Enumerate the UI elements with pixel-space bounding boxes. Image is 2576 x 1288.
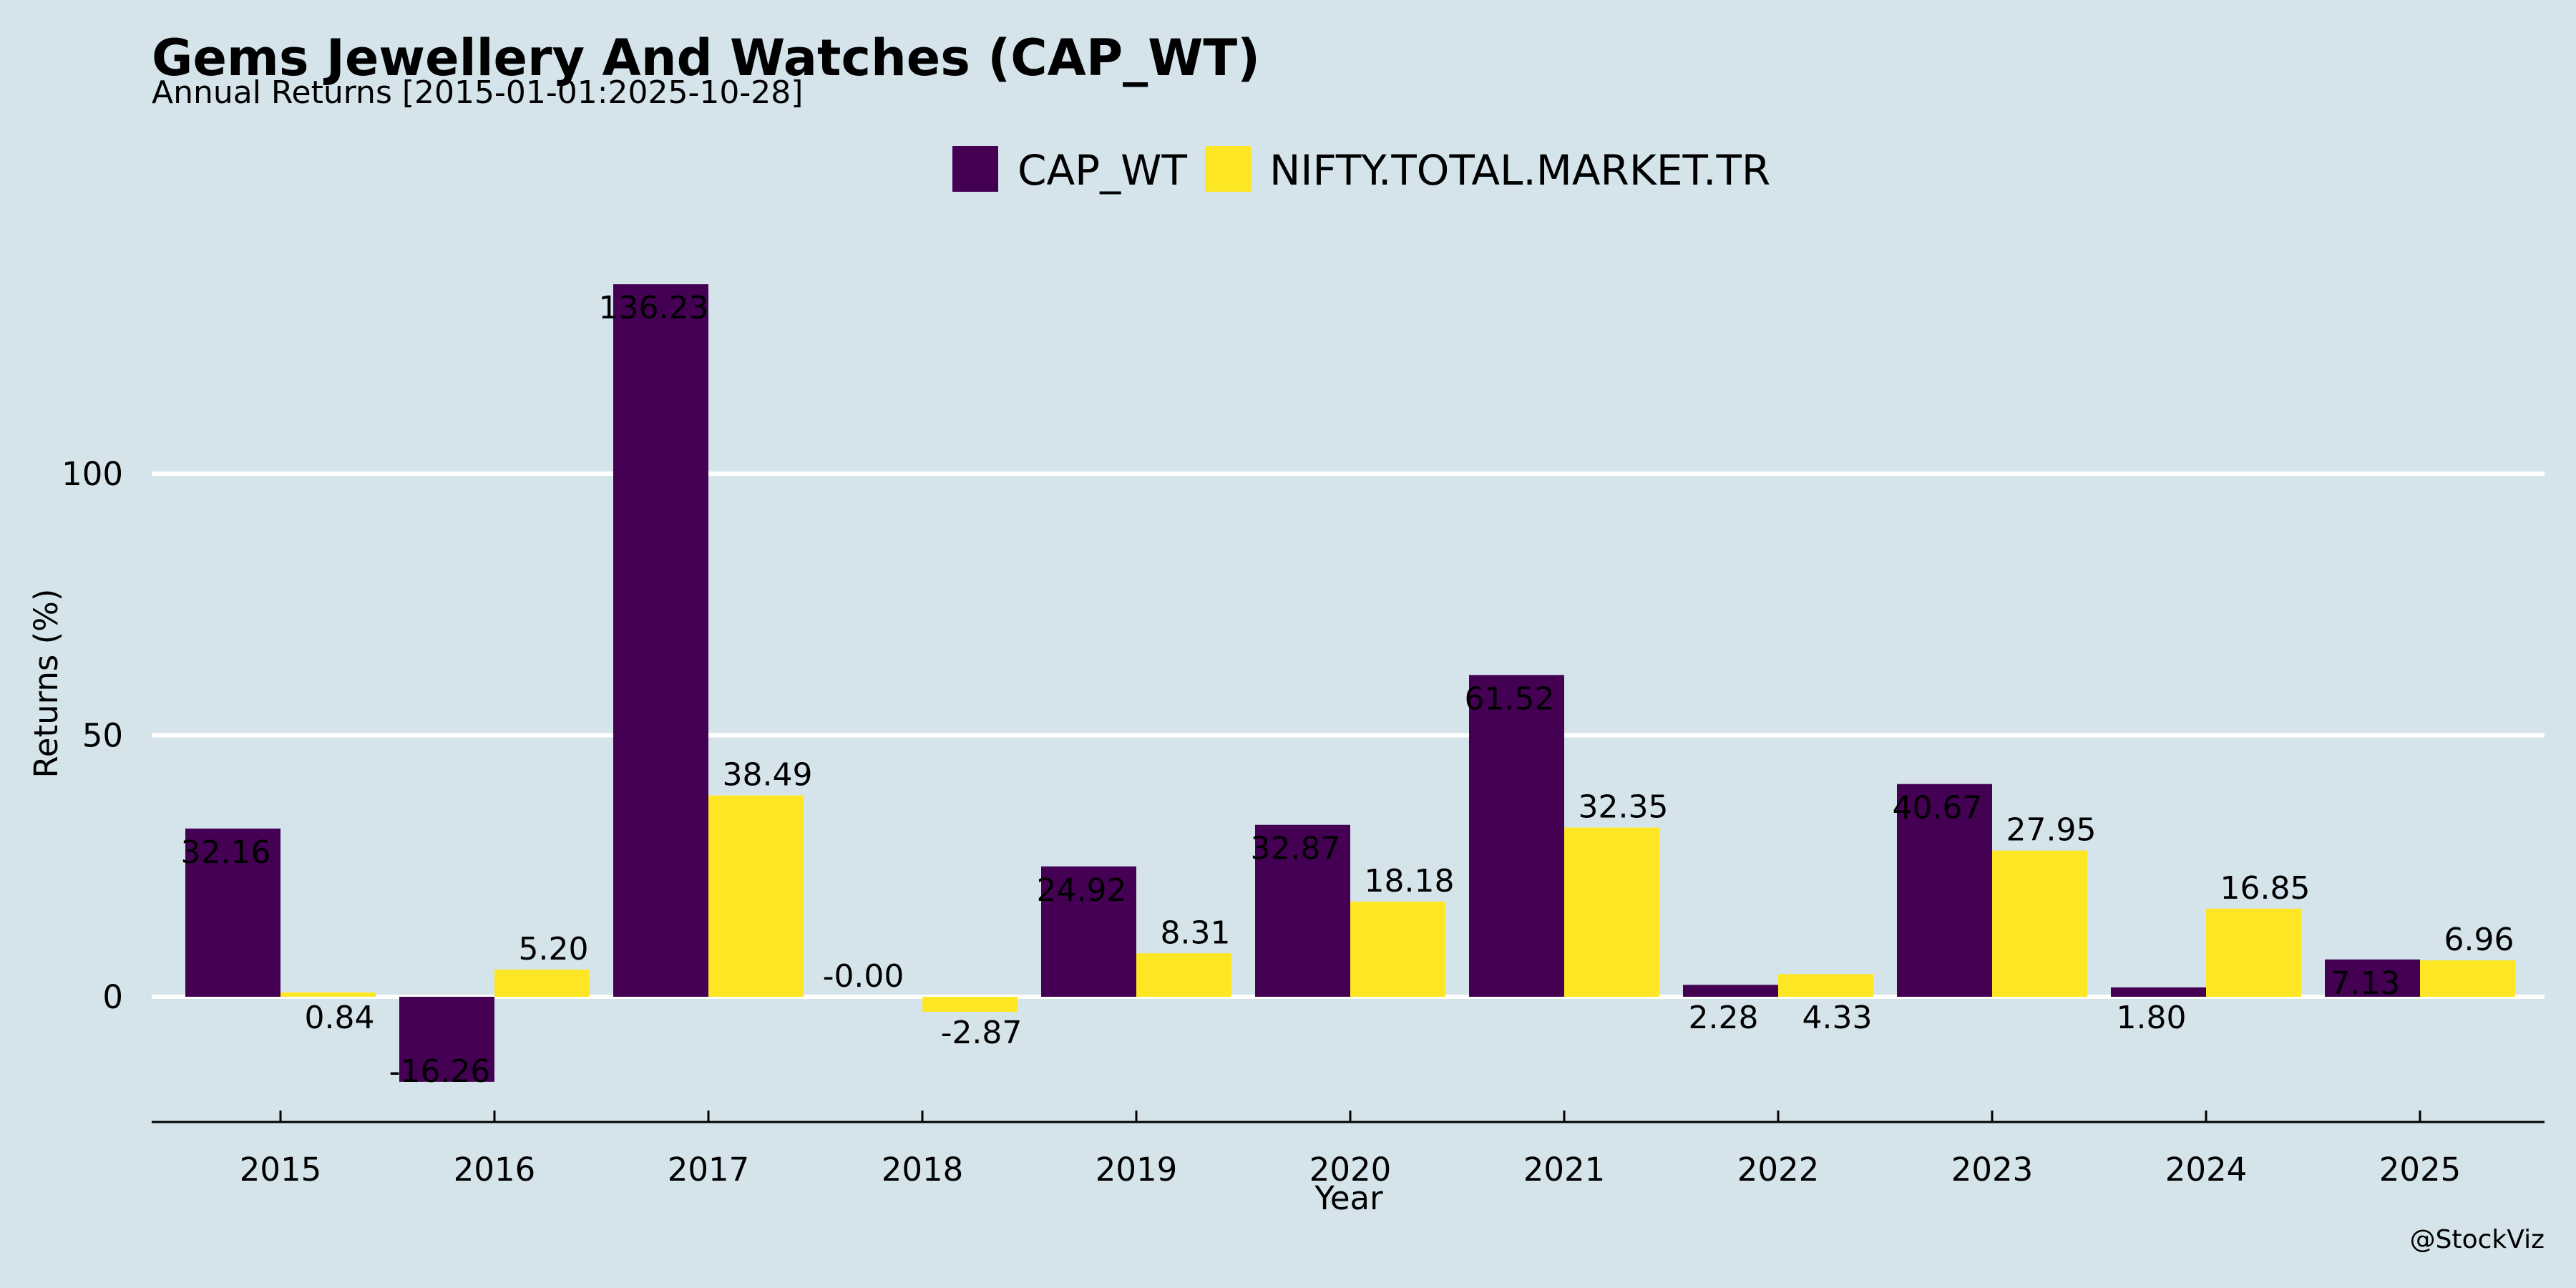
data-label-cap-wt-2022: 2.28 [1689,1000,1759,1036]
data-label-cap-wt-2017: 136.23 [599,290,709,326]
bar-nifty-total-market-tr-2018 [922,997,1018,1012]
data-label-cap-wt-2015: 32.16 [181,834,271,871]
x-tick-label-2021: 2021 [1523,1151,1606,1189]
legend: CAP_WT NIFTY.TOTAL.MARKET.TR [952,146,1770,195]
bar-cap-wt-2020 [1255,824,1350,997]
data-label-cap-wt-2023: 40.67 [1893,790,1983,826]
bar-cap-wt-2015 [185,828,280,997]
bar-cap-wt-2022 [1683,985,1778,997]
y-tick-label-50: 50 [82,717,123,755]
legend-swatch-1 [1205,146,1251,192]
bar-nifty-total-market-tr-2021 [1564,827,1659,997]
data-label-cap-wt-2025: 7.13 [2331,965,2401,1002]
bar-nifty-total-market-tr-2016 [494,969,590,997]
bar-cap-wt-2025 [2325,959,2420,997]
legend-label-1: NIFTY.TOTAL.MARKET.TR [1269,146,1770,195]
legend-label-0: CAP_WT [1018,146,1187,195]
data-label-nifty-total-market-tr-2017: 38.49 [723,757,813,794]
bar-nifty-total-market-tr-2022 [1778,974,1873,997]
x-tick-label-2018: 2018 [882,1151,964,1189]
x-tick-label-2025: 2025 [2379,1151,2462,1189]
data-label-cap-wt-2021: 61.52 [1465,680,1555,717]
x-tick-label-2019: 2019 [1096,1151,1178,1189]
x-axis-label: Year [1314,1179,1383,1217]
bar-cap-wt-2024 [2111,987,2206,997]
x-tick-label-2017: 2017 [668,1151,750,1189]
x-tick-label-2020: 2020 [1309,1151,1392,1189]
x-tick-label-2023: 2023 [1951,1151,2034,1189]
bar-cap-wt-2023 [1897,784,1992,997]
data-label-nifty-total-market-tr-2019: 8.31 [1161,914,1231,951]
x-axis: 2015 2016 2017 2018 2019 2020 2021 2022 2023 2024… [152,1111,2545,1189]
bar-cap-wt-2016 [399,997,494,1082]
data-label-nifty-total-market-tr-2023: 27.95 [2006,812,2097,849]
data-labels: 32.16 -16.26 136.23 24.92 32.87 61.52 2.28 40.6… [181,290,2514,1090]
bar-nifty-total-market-tr-2020 [1350,902,1445,997]
bar-nifty-total-market-tr-2017 [708,795,804,997]
data-label-nifty-total-market-tr-2021: 32.35 [1579,789,1669,826]
bars [185,284,2515,1082]
legend-swatch-0 [952,146,998,192]
y-tick-label-0: 0 [102,978,123,1016]
x-tick-label-2016: 2016 [454,1151,536,1189]
x-tick-label-2015: 2015 [240,1151,322,1189]
data-label-nifty-total-market-tr-2022: 4.33 [1802,1000,1873,1036]
y-axis: 0 50 100 [62,455,123,1016]
bar-cap-wt-2021 [1469,675,1564,997]
bar-nifty-total-market-tr-2025 [2420,960,2515,997]
data-label-nifty-total-market-tr-2025: 6.96 [2444,922,2514,958]
data-label-nifty-total-market-tr-2020: 18.18 [1365,863,1455,899]
data-label-nifty-total-market-tr-2018: -2.87 [941,1015,1023,1051]
y-tick-label-100: 100 [62,455,123,493]
data-label-cap-wt-2019: 24.92 [1037,872,1127,909]
bar-cap-wt-2019 [1041,866,1136,997]
data-label-cap-wt-2024: 1.80 [2117,1000,2187,1036]
bar-cap-wt-2017 [613,284,708,997]
data-label-cap-wt-2016: -16.26 [389,1053,491,1090]
data-label-nifty-total-market-tr-2015: 0.84 [305,1000,375,1036]
bar-nifty-total-market-tr-2019 [1136,953,1231,997]
bar-nifty-total-market-tr-2015 [280,992,376,997]
credit-text: @StockViz [2410,1225,2545,1254]
chart-title: Gems Jewellery And Watches (CAP_WT) [152,29,1260,87]
data-label-nifty-total-market-tr-2016: 5.20 [519,931,589,967]
y-axis-label: Returns (%) [27,589,65,779]
chart-subtitle: Annual Returns [2015-01-01:2025-10-28] [152,74,803,111]
bar-nifty-total-market-tr-2024 [2206,908,2301,997]
x-tick-label-2024: 2024 [2165,1151,2248,1189]
data-label-cap-wt-2020: 32.87 [1251,831,1341,867]
data-label-extra-0: -0.00 [823,958,904,995]
x-tick-label-2022: 2022 [1737,1151,1820,1189]
bar-nifty-total-market-tr-2023 [1992,850,2087,997]
data-label-nifty-total-market-tr-2024: 16.85 [2220,870,2311,907]
